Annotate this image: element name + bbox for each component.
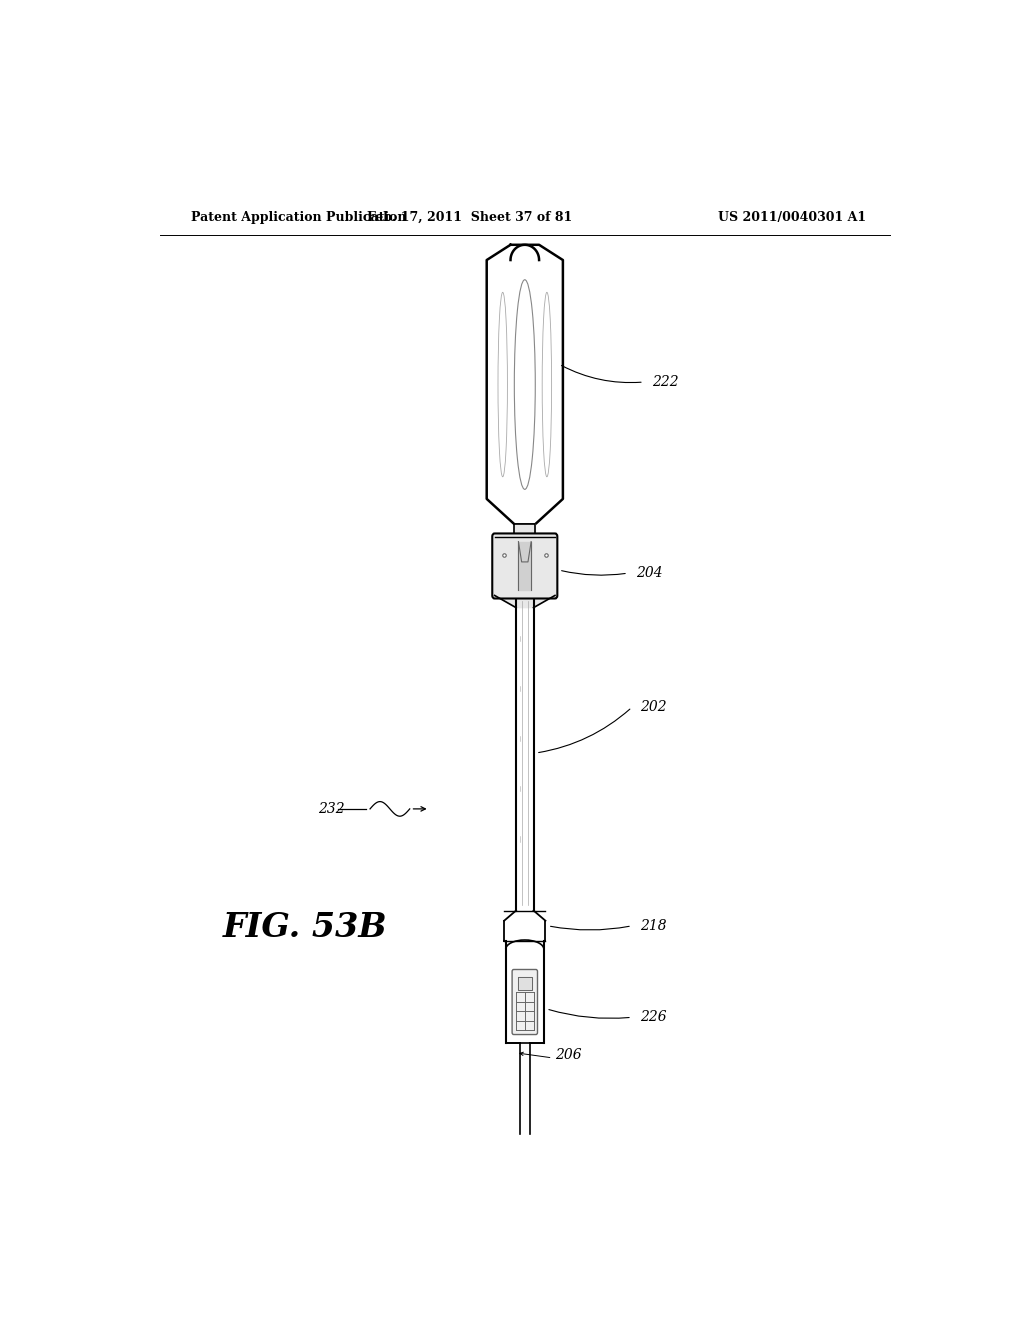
Text: Patent Application Publication: Patent Application Publication xyxy=(191,211,407,224)
Ellipse shape xyxy=(498,292,508,477)
FancyBboxPatch shape xyxy=(493,533,557,598)
Text: 232: 232 xyxy=(318,801,345,816)
Text: 206: 206 xyxy=(555,1048,582,1061)
Text: Feb. 17, 2011  Sheet 37 of 81: Feb. 17, 2011 Sheet 37 of 81 xyxy=(367,211,571,224)
Polygon shape xyxy=(514,524,536,536)
Polygon shape xyxy=(504,911,546,941)
Polygon shape xyxy=(511,244,539,260)
Text: US 2011/0040301 A1: US 2011/0040301 A1 xyxy=(718,211,866,224)
Text: 204: 204 xyxy=(636,566,663,579)
Text: 222: 222 xyxy=(652,375,679,389)
Polygon shape xyxy=(517,977,532,990)
FancyBboxPatch shape xyxy=(512,969,538,1035)
Text: 202: 202 xyxy=(640,700,667,714)
Ellipse shape xyxy=(542,292,552,477)
Text: 226: 226 xyxy=(640,1010,667,1024)
Polygon shape xyxy=(516,595,534,911)
Polygon shape xyxy=(520,1043,529,1134)
Text: FIG. 53B: FIG. 53B xyxy=(223,911,388,944)
Polygon shape xyxy=(486,244,563,524)
Polygon shape xyxy=(495,595,555,607)
Text: 218: 218 xyxy=(640,919,667,933)
Polygon shape xyxy=(518,541,531,590)
Polygon shape xyxy=(506,941,544,1043)
Ellipse shape xyxy=(514,280,536,490)
